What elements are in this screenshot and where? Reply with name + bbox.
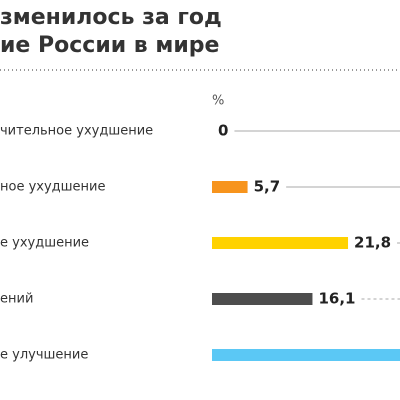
category-label: е ухудшение xyxy=(0,236,89,251)
bar xyxy=(212,237,349,249)
value-label: 21,8 xyxy=(354,234,391,252)
bar xyxy=(212,349,400,361)
chart-title: ие России в мире xyxy=(0,33,219,58)
value-label: 0 xyxy=(218,122,228,140)
bar xyxy=(212,293,313,305)
value-label: 16,1 xyxy=(318,290,355,308)
bar xyxy=(212,181,248,193)
category-label: ное ухудшение xyxy=(0,180,106,195)
unit-label: % xyxy=(212,94,224,109)
chart-title: зменилось за год xyxy=(0,5,222,30)
category-label: чительное ухудшение xyxy=(0,124,153,139)
category-label: е улучшение xyxy=(0,348,88,363)
value-label: 5,7 xyxy=(254,178,281,196)
category-label: ений xyxy=(0,292,33,307)
